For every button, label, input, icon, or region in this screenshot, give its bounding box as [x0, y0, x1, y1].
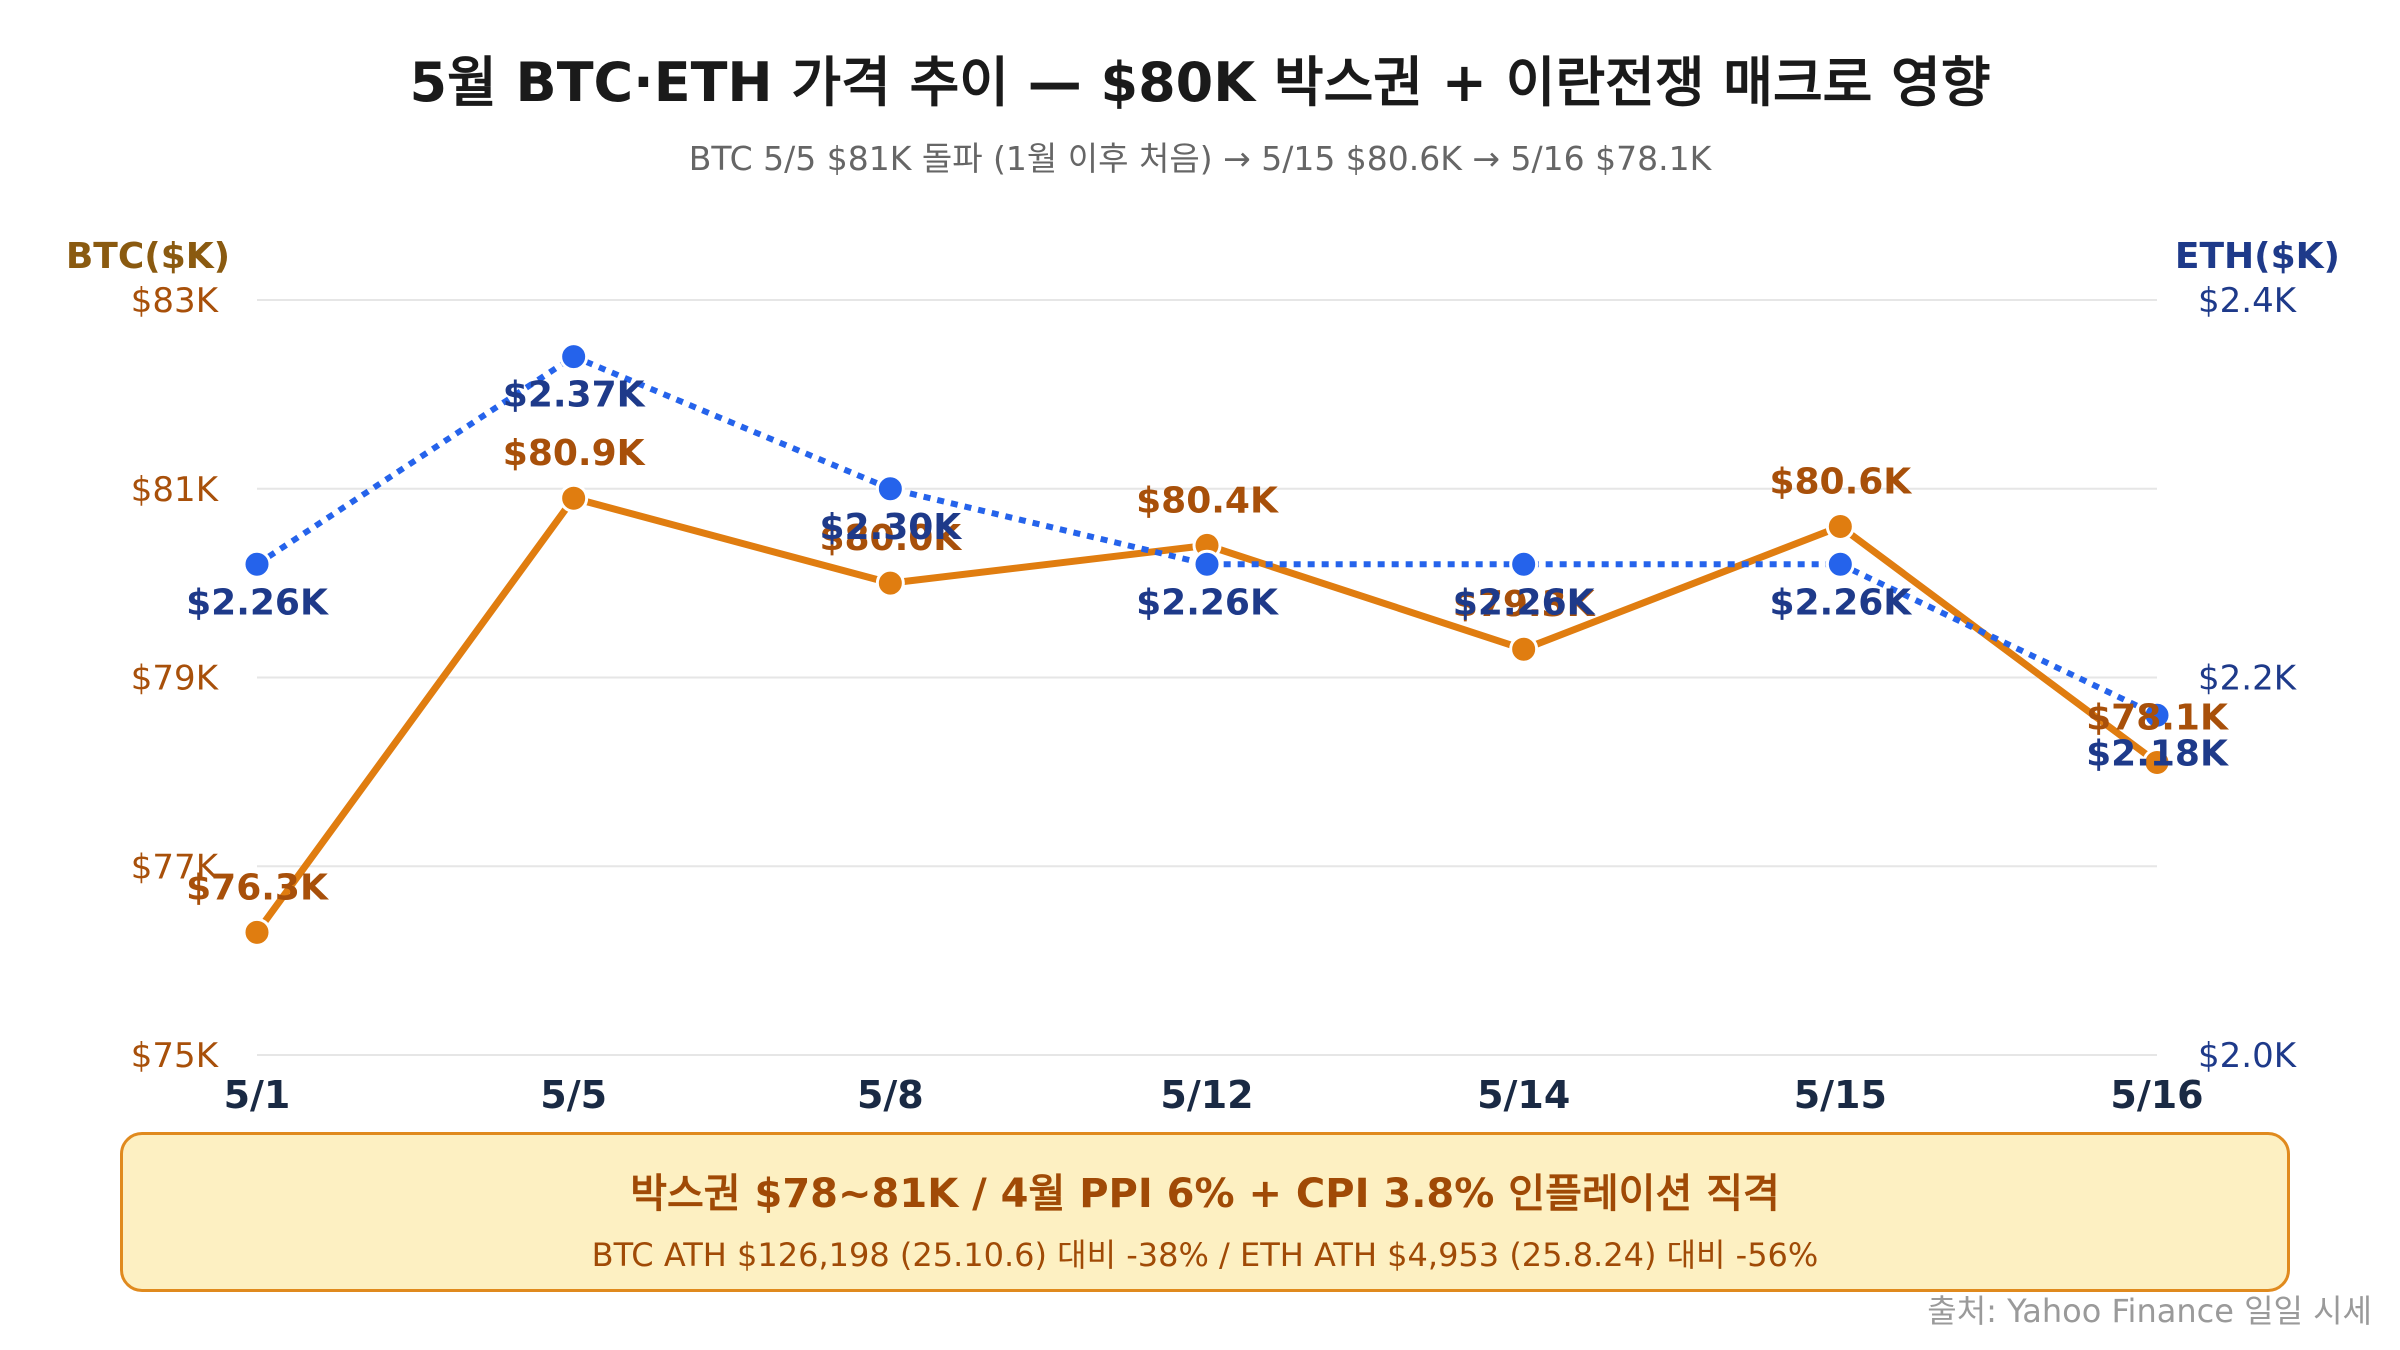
summary-note-main: 박스권 $78~81K / 4월 PPI 6% + CPI 3.8% 인플레이션… [630, 1171, 1780, 1217]
x-axis-tick-label: 5/1 [224, 1073, 291, 1117]
chart-title: 5월 BTC·ETH 가격 추이 — $80K 박스권 + 이란전쟁 매크로 영… [409, 51, 1991, 114]
btc-data-point [2142, 747, 2172, 777]
btc-data-point [242, 917, 272, 947]
x-axis-tick-label: 5/14 [1477, 1073, 1570, 1117]
chart-subtitle: BTC 5/5 $81K 돌파 (1월 이후 처음) → 5/15 $80.6K… [688, 139, 1712, 178]
right-axis-tick-label: $2.4K [2198, 281, 2298, 321]
btc-data-label: $80.6K [1769, 462, 1912, 503]
btc-data-point [559, 483, 589, 513]
left-axis-tick-label: $77K [131, 847, 220, 887]
eth-data-label: $2.18K [2086, 733, 2229, 774]
right-axis-tick-label: $2.0K [2198, 1036, 2298, 1076]
summary-note-box: 박스권 $78~81K / 4월 PPI 6% + CPI 3.8% 인플레이션… [120, 1132, 2290, 1292]
left-axis-title: BTC($K) [66, 236, 230, 277]
eth-data-label: $2.26K [1136, 582, 1279, 623]
btc-data-point [875, 568, 905, 598]
eth-data-point [559, 342, 589, 372]
eth-data-point [1192, 549, 1222, 579]
eth-data-point [1509, 549, 1539, 579]
btc-data-point [1509, 634, 1539, 664]
summary-note-sub: BTC ATH $126,198 (25.10.6) 대비 -38% / ETH… [591, 1236, 1819, 1274]
eth-data-point [2142, 700, 2172, 730]
right-axis-title: ETH($K) [2175, 236, 2340, 277]
eth-data-label: $2.26K [186, 582, 329, 623]
dual-axis-line-chart: $83K $81K $79K $77K $75K BTC($K) $2.4K $2.2K $2.… [66, 236, 2340, 1117]
x-axis-tick-label: 5/15 [1794, 1073, 1887, 1117]
source-note: 출처: Yahoo Finance 일일 시세 [1927, 1292, 2372, 1330]
eth-data-label: $2.30K [819, 507, 962, 548]
eth-data-point [242, 549, 272, 579]
x-axis-tick-label: 5/12 [1160, 1073, 1253, 1117]
left-axis-tick-label: $81K [131, 470, 220, 510]
eth-data-point [875, 474, 905, 504]
btc-data-label: $80.9K [503, 433, 646, 474]
x-axis-tick-label: 5/16 [2110, 1073, 2203, 1117]
left-axis-tick-label: $79K [131, 659, 220, 699]
eth-data-label: $2.37K [503, 375, 646, 416]
btc-data-label: $80.0K [819, 518, 962, 559]
left-axis-tick-label: $83K [131, 281, 220, 321]
x-axis-tick-label: 5/8 [857, 1073, 924, 1117]
eth-data-label: $2.26K [1769, 582, 1912, 623]
btc-data-label: $80.4K [1136, 480, 1279, 521]
eth-data-point [1825, 549, 1855, 579]
btc-data-label: $76.3K [186, 867, 329, 908]
x-axis-tick-label: 5/5 [540, 1073, 607, 1117]
btc-data-point [1825, 512, 1855, 541]
eth-data-label: $2.26K [1453, 582, 1596, 623]
btc-data-label: $78.1K [2086, 697, 2229, 738]
right-axis-tick-label: $2.2K [2198, 659, 2298, 699]
left-axis-tick-label: $75K [131, 1036, 220, 1076]
btc-data-label: $79.3K [1453, 584, 1596, 625]
